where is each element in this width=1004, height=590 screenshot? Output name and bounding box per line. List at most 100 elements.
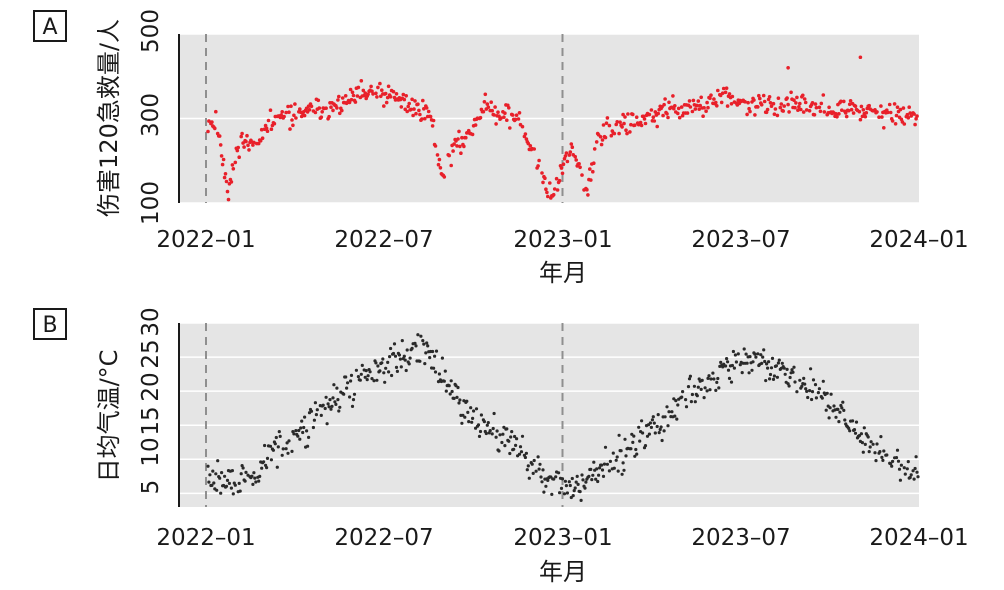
- data-point: [712, 97, 716, 101]
- data-point: [707, 374, 711, 378]
- data-point: [382, 104, 386, 108]
- data-point: [369, 84, 373, 89]
- data-point: [413, 99, 417, 103]
- data-point: [820, 396, 824, 400]
- data-point: [787, 110, 791, 114]
- data-point: [671, 94, 675, 98]
- data-point: [347, 100, 352, 105]
- data-point: [882, 449, 886, 453]
- data-point: [418, 359, 422, 363]
- data-point: [224, 484, 229, 488]
- data-point: [524, 137, 529, 141]
- data-point: [751, 360, 755, 364]
- data-point: [787, 384, 791, 388]
- data-point: [762, 99, 767, 104]
- data-point: [836, 407, 840, 411]
- data-point: [848, 429, 852, 433]
- data-point: [691, 98, 696, 103]
- data-point: [782, 104, 786, 108]
- data-point: [380, 361, 384, 365]
- data-point: [302, 113, 307, 118]
- data-point: [364, 369, 368, 373]
- data-point: [223, 172, 228, 176]
- data-point: [425, 341, 429, 345]
- data-point: [349, 379, 353, 383]
- data-point: [684, 405, 689, 409]
- data-point: [639, 123, 644, 128]
- data-point: [747, 106, 751, 111]
- data-point: [614, 122, 618, 127]
- data-point: [518, 445, 523, 449]
- data-point: [578, 490, 582, 494]
- data-point: [688, 374, 693, 378]
- data-point: [614, 458, 618, 462]
- data-point: [719, 100, 724, 105]
- data-point: [890, 119, 895, 123]
- data-point: [711, 371, 715, 375]
- data-point: [745, 361, 749, 365]
- data-point: [615, 455, 619, 459]
- data-point: [503, 111, 507, 115]
- data-point: [351, 398, 356, 402]
- data-point: [616, 469, 620, 473]
- data-point: [798, 101, 802, 106]
- data-point: [843, 418, 847, 422]
- data-point: [795, 390, 799, 394]
- data-point: [864, 111, 869, 115]
- data-point: [452, 396, 456, 400]
- data-point: [658, 427, 662, 432]
- data-point: [577, 162, 581, 166]
- data-point: [801, 110, 806, 114]
- data-point: [873, 451, 877, 455]
- data-point: [557, 471, 561, 475]
- data-point: [659, 425, 663, 429]
- data-point: [378, 81, 382, 86]
- data-point: [307, 108, 312, 112]
- data-point: [422, 107, 426, 111]
- data-point: [404, 94, 409, 98]
- data-point: [693, 400, 697, 404]
- data-point: [229, 486, 233, 490]
- data-point: [265, 129, 270, 133]
- data-point: [274, 435, 278, 440]
- data-point: [431, 118, 436, 123]
- data-point: [708, 388, 712, 392]
- data-point: [412, 107, 416, 111]
- data-point: [288, 127, 292, 131]
- data-point: [402, 97, 407, 102]
- data-point: [594, 477, 598, 481]
- data-point: [615, 120, 619, 124]
- data-point: [620, 125, 624, 129]
- data-point: [786, 102, 790, 107]
- data-point: [492, 411, 496, 416]
- data-point: [356, 375, 360, 379]
- data-point: [539, 475, 543, 479]
- data-point: [763, 359, 767, 364]
- data-point: [803, 382, 807, 386]
- data-point: [301, 430, 305, 435]
- panel-b-xtick-label: 2022–07: [334, 525, 433, 551]
- data-point: [651, 415, 655, 419]
- data-point: [624, 454, 628, 458]
- data-point: [799, 107, 803, 112]
- data-point: [370, 89, 374, 93]
- data-point: [368, 370, 372, 374]
- data-point: [223, 474, 227, 478]
- data-point: [779, 102, 784, 106]
- data-point: [638, 120, 643, 125]
- data-point: [762, 348, 766, 352]
- data-point: [885, 453, 889, 457]
- data-point: [540, 480, 544, 484]
- data-point: [391, 351, 396, 356]
- data-point: [776, 96, 781, 100]
- data-point: [677, 115, 682, 120]
- data-point: [746, 100, 750, 105]
- data-point: [888, 110, 893, 115]
- data-point: [863, 442, 867, 446]
- data-point: [268, 444, 273, 448]
- data-point: [363, 375, 367, 379]
- data-point: [788, 375, 792, 380]
- data-point: [405, 109, 410, 114]
- data-point: [603, 135, 608, 140]
- data-point: [233, 160, 238, 165]
